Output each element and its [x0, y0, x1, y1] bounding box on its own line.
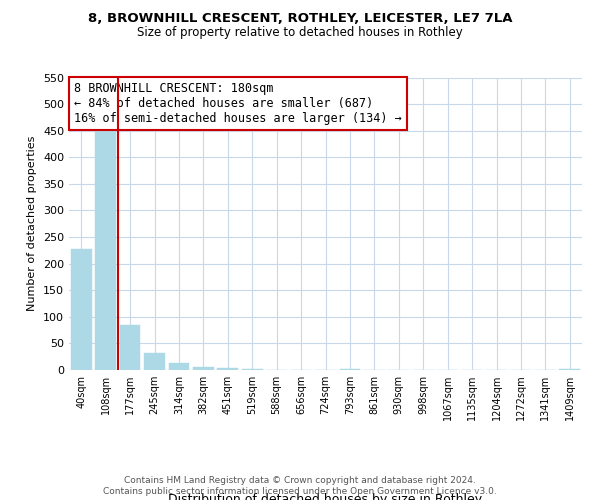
Bar — [169, 363, 190, 370]
Text: Contains HM Land Registry data © Crown copyright and database right 2024.: Contains HM Land Registry data © Crown c… — [124, 476, 476, 485]
Bar — [71, 248, 92, 370]
Text: Size of property relative to detached houses in Rothley: Size of property relative to detached ho… — [137, 26, 463, 39]
Text: Contains public sector information licensed under the Open Government Licence v3: Contains public sector information licen… — [103, 488, 497, 496]
Text: 8, BROWNHILL CRESCENT, ROTHLEY, LEICESTER, LE7 7LA: 8, BROWNHILL CRESCENT, ROTHLEY, LEICESTE… — [88, 12, 512, 26]
Bar — [193, 367, 214, 370]
Bar — [95, 129, 116, 370]
Bar — [144, 353, 165, 370]
Y-axis label: Number of detached properties: Number of detached properties — [28, 136, 37, 312]
Text: 8 BROWNHILL CRESCENT: 180sqm
← 84% of detached houses are smaller (687)
16% of s: 8 BROWNHILL CRESCENT: 180sqm ← 84% of de… — [74, 82, 402, 125]
Bar — [119, 326, 140, 370]
Bar — [217, 368, 238, 370]
X-axis label: Distribution of detached houses by size in Rothley: Distribution of detached houses by size … — [169, 492, 482, 500]
